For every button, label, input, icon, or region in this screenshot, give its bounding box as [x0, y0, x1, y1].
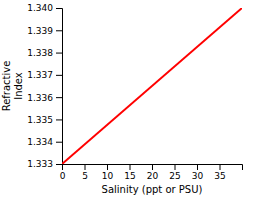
tick-label: 1.339: [27, 26, 53, 36]
tick-mark: [85, 164, 86, 170]
tick-label: 1.335: [27, 115, 53, 125]
tick-mark: [56, 53, 62, 54]
tick: 1.336: [27, 93, 62, 103]
y-axis-label-line: Refractive: [1, 61, 12, 112]
tick: 1.334: [27, 137, 62, 147]
tick-mark: [56, 142, 62, 143]
tick-label: 1.333: [27, 159, 53, 169]
tick-mark: [56, 97, 62, 98]
tick: 1.338: [27, 48, 62, 58]
plot: 051015202530351.3331.3341.3351.3361.3371…: [27, 3, 242, 181]
line: [62, 8, 242, 164]
tick-mark: [130, 164, 131, 170]
axis-line: [56, 9, 63, 165]
x-axis-label: Salinity (ppt or PSU): [102, 184, 203, 195]
tick: 1.337: [27, 70, 62, 80]
tick-label: 30: [192, 171, 204, 181]
tick-mark: [107, 164, 108, 170]
axis-line: [63, 165, 243, 171]
tick-mark: [56, 119, 62, 120]
tick-label: 15: [124, 171, 135, 181]
tick: 1.335: [27, 115, 62, 125]
tick-mark: [175, 164, 176, 170]
tick: 35: [214, 164, 225, 181]
chart: 051015202530351.3331.3341.3351.3361.3371…: [0, 0, 254, 198]
tick: 0: [60, 164, 66, 181]
tick-mark: [56, 164, 62, 165]
tick-label: 1.337: [27, 70, 53, 80]
tick: 30: [192, 164, 204, 181]
tick-label: 1.334: [27, 137, 53, 147]
tick: 15: [124, 164, 135, 181]
tick: 25: [169, 164, 180, 181]
tick: 20: [147, 164, 159, 181]
tick-label: 5: [82, 171, 88, 181]
tick-mark: [220, 164, 221, 170]
y-axis-label: RefractiveIndex: [1, 61, 24, 112]
tick-mark: [56, 30, 62, 31]
tick-label: 1.336: [27, 93, 53, 103]
tick-mark: [197, 164, 198, 170]
tick: 1.333: [27, 159, 62, 169]
tick-label: 35: [214, 171, 225, 181]
tick-mark: [56, 8, 62, 9]
tick: 10: [102, 164, 114, 181]
tick-label: 10: [102, 171, 114, 181]
tick: 1.339: [27, 26, 62, 36]
tick: 1.340: [27, 3, 62, 13]
tick-label: 25: [169, 171, 180, 181]
tick-label: 0: [60, 171, 66, 181]
marks: [62, 8, 242, 164]
y-axis: 1.333 1.334 1.335 1.336 1.337 1.338 1.339 1.340: [27, 3, 62, 169]
tick: 5: [82, 164, 88, 181]
tick-label: 1.338: [27, 48, 53, 58]
tick-label: 20: [147, 171, 159, 181]
tick-mark: [56, 75, 62, 76]
y-axis-label-line: Index: [13, 72, 24, 100]
x-axis: 0 5 10 15 20 25 30 35: [60, 164, 243, 181]
tick-label: 1.340: [27, 3, 53, 13]
tick-mark: [152, 164, 153, 170]
